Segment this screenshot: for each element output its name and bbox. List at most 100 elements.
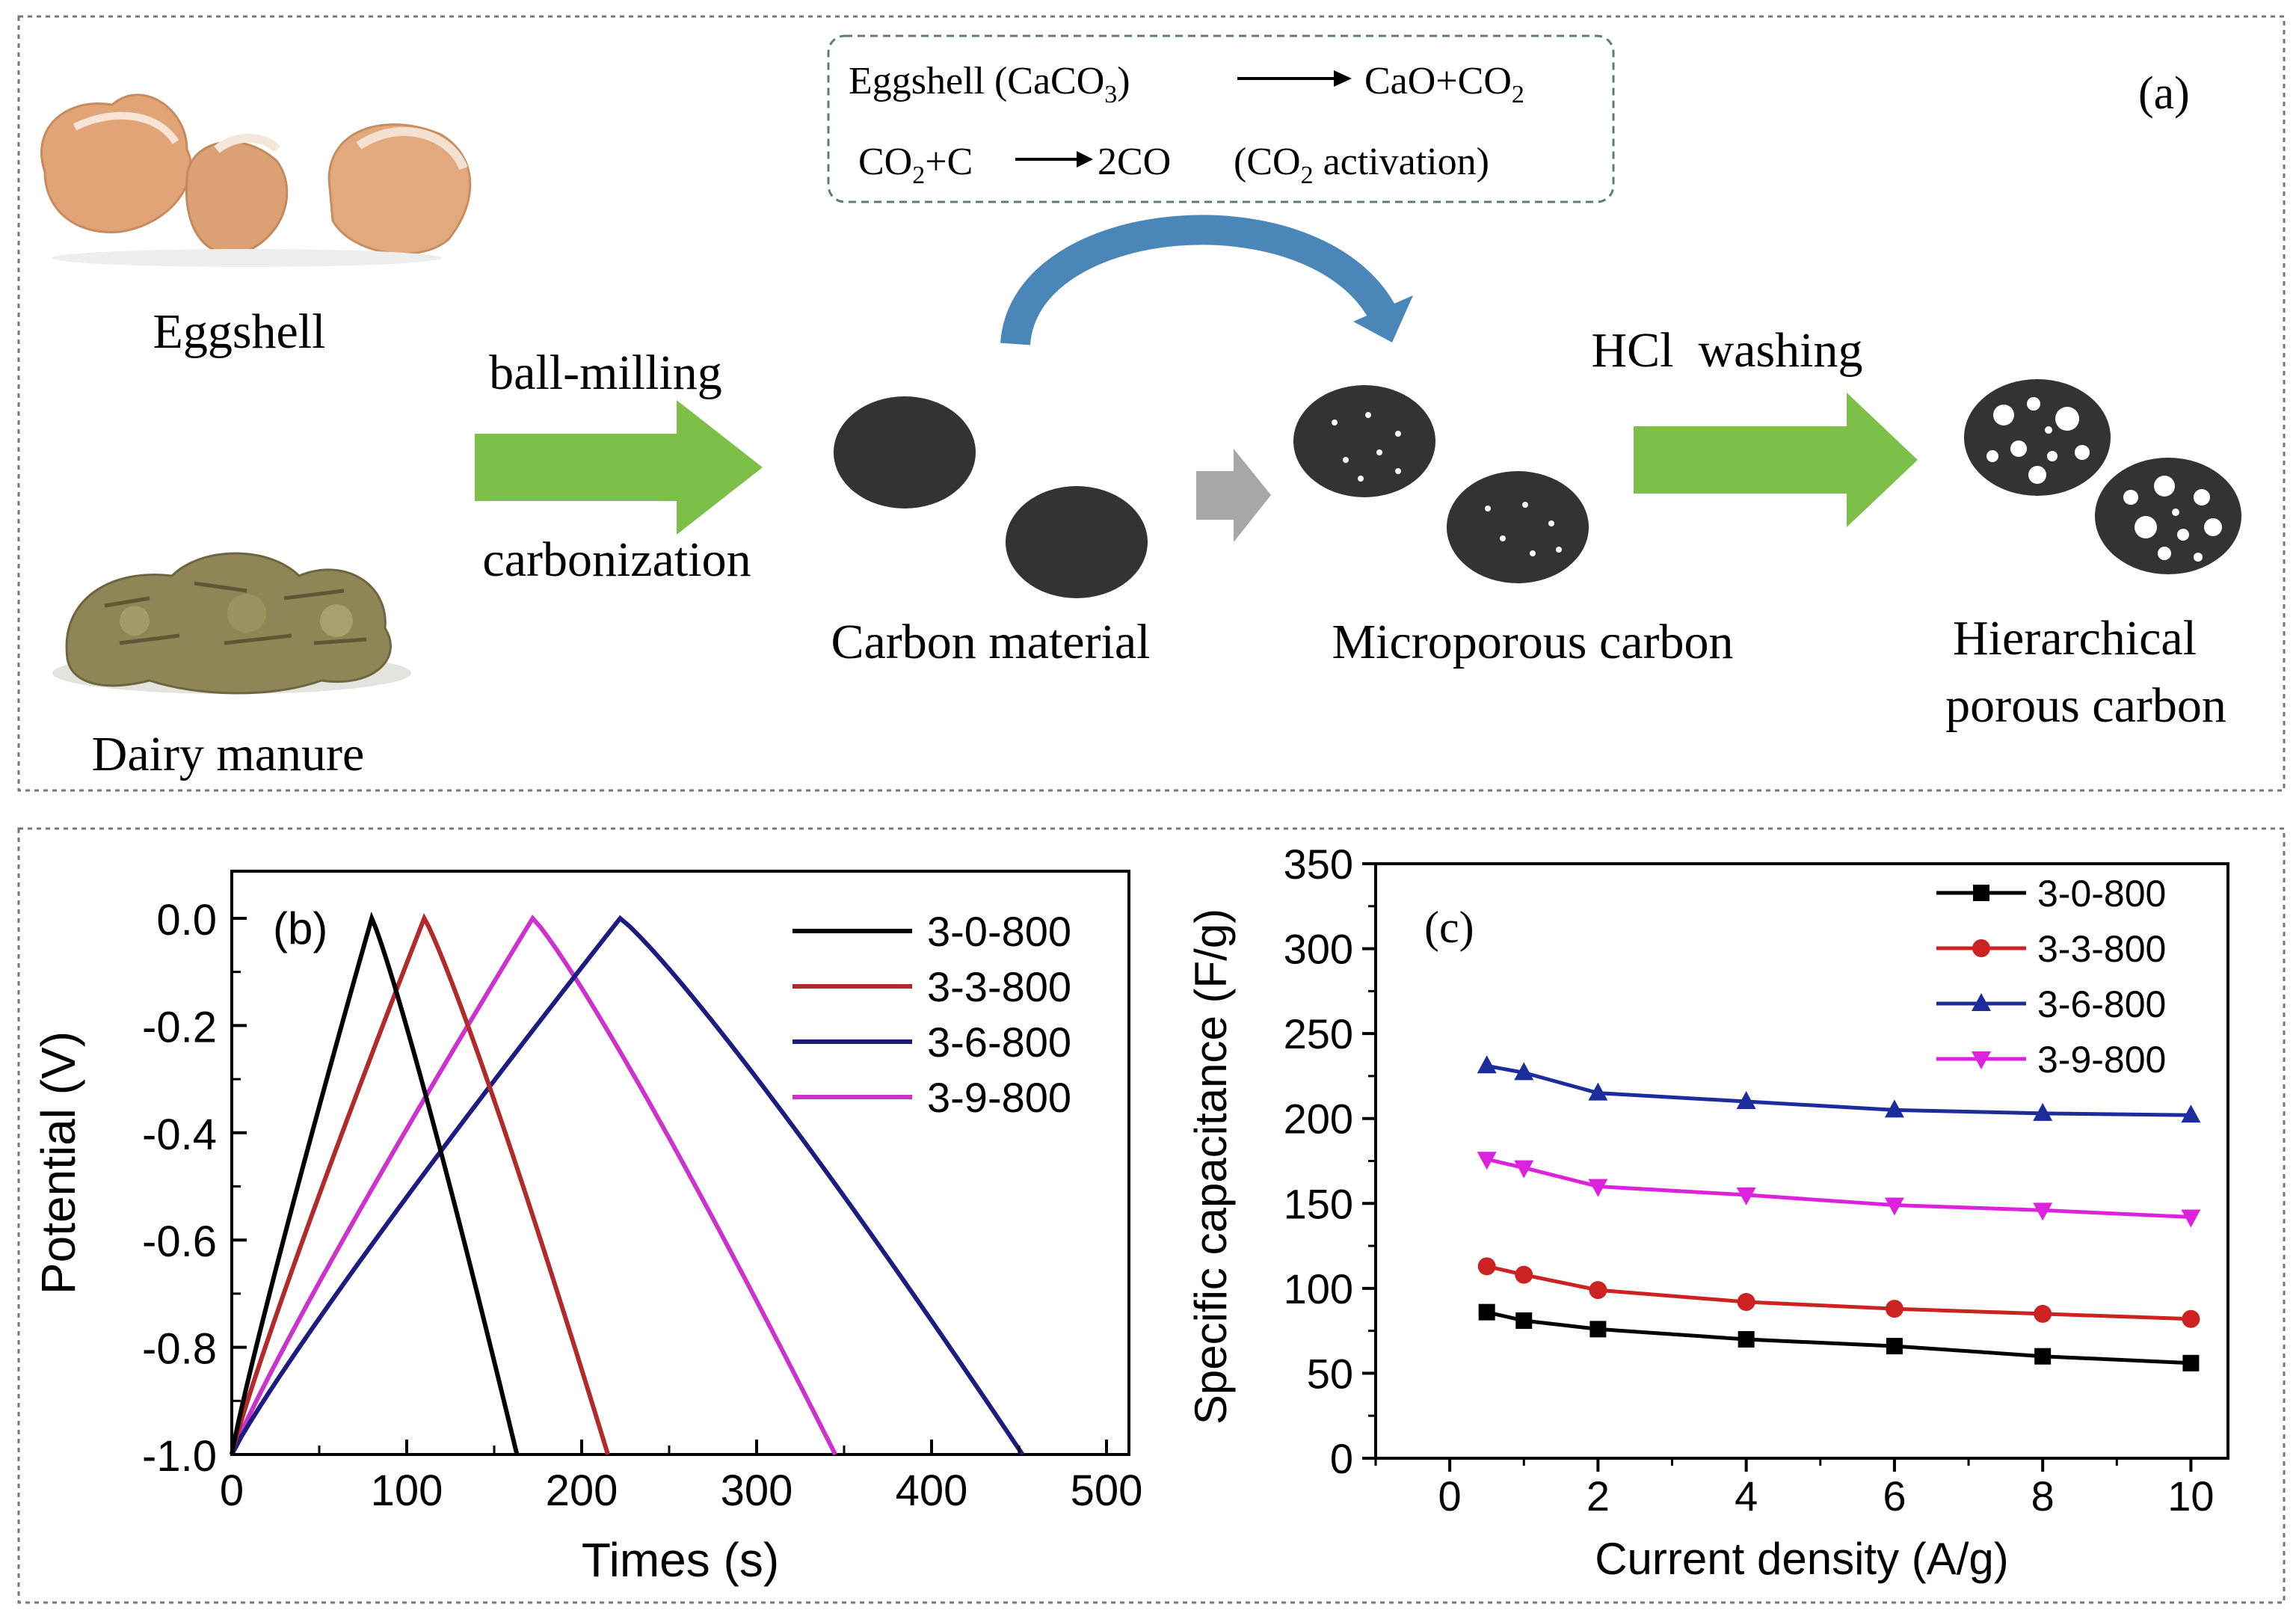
dairy-manure-image — [52, 552, 411, 695]
chart-c-legend-label: 3-3-800 — [2037, 928, 2166, 970]
chart-c-point — [2182, 1309, 2200, 1328]
blue-arrowhead — [1353, 295, 1413, 342]
chart-c-ytick-label: 100 — [1284, 1265, 1353, 1312]
chart-b-legend-label: 3-0-800 — [927, 908, 1071, 955]
chart-c-legend-marker — [1973, 885, 1989, 901]
microporous-carbon-label: Microporous carbon — [1332, 615, 1733, 669]
chart-c-legend-label: 3-9-800 — [2037, 1039, 2166, 1081]
chart-c-point — [1886, 1338, 1903, 1355]
chart-b-ytick-label: -0.8 — [142, 1325, 217, 1374]
chart-c-xlabel: Current density (A/g) — [1595, 1534, 2009, 1584]
chart-c: 0 50 100 150 200 250 300 350 0 2 4 6 8 10 (c) 3-0-80… — [1186, 841, 2229, 1584]
chart-c-series-line — [1486, 1310, 2191, 1366]
chart-b-series-line — [230, 915, 1025, 1456]
microporous-particle — [1447, 471, 1589, 583]
reaction-2-note: (CO2 activation) — [1234, 141, 1489, 189]
chart-c-ytick-label: 250 — [1284, 1010, 1353, 1057]
carbon-particle — [1006, 486, 1148, 598]
reaction-1-product: CaO+CO2 — [1364, 60, 1524, 108]
chart-c-xtick-label: 2 — [1586, 1472, 1610, 1520]
chart-c-point — [1477, 1152, 1497, 1170]
carbon-particle — [834, 396, 976, 509]
chart-c-legend-marker — [1972, 939, 1990, 957]
chart-c-point — [1514, 1062, 1534, 1081]
chart-c-point — [1477, 1257, 1496, 1276]
hierarchical-particle — [2095, 458, 2241, 574]
chart-b-legend-label: 3-9-800 — [927, 1074, 1071, 1121]
chart-c-point — [1736, 1091, 1756, 1109]
chart-c-legend-marker — [1972, 1051, 1991, 1069]
hierarchical-particle — [1964, 379, 2111, 496]
chart-b-xtick-label: 100 — [371, 1466, 443, 1515]
chart-b-ytick-label: 0.0 — [156, 896, 217, 944]
chart-b-xtick-label: 200 — [546, 1466, 618, 1515]
chart-c-ytick-label: 350 — [1284, 841, 1353, 888]
chart-c-point — [1737, 1293, 1755, 1312]
chart-c-xtick-label: 6 — [1883, 1472, 1906, 1520]
chart-c-point — [1515, 1265, 1533, 1284]
chart-c-point — [1884, 1197, 1904, 1216]
panel-bc-frame — [17, 827, 2286, 1604]
chart-c-point — [1884, 1099, 1904, 1118]
chart-c-ytick-label: 200 — [1284, 1096, 1353, 1143]
eggshell-image — [40, 93, 472, 267]
chart-b-series-line — [230, 912, 610, 1455]
chart-b-ytick-label: -0.2 — [142, 1003, 217, 1051]
chart-b-legend-label: 3-3-800 — [927, 963, 1071, 1010]
chart-c-point — [1738, 1331, 1755, 1348]
chart-c-point — [1514, 1160, 1534, 1179]
chart-b-ytick-label: -0.6 — [142, 1217, 217, 1266]
carbonization-label: carbonization — [482, 532, 751, 587]
hcl-washing-label: HCl washing — [1592, 323, 1863, 378]
chart-b-xtick-label: 300 — [721, 1466, 793, 1515]
eggshell-label: Eggshell — [153, 304, 326, 359]
panel-a-label: (a) — [2138, 68, 2190, 119]
chart-c-legend-label: 3-6-800 — [2037, 983, 2166, 1025]
gray-arrow — [1196, 449, 1271, 542]
chart-c-point — [1736, 1187, 1756, 1205]
hierarchical-label-2: porous carbon — [1945, 678, 2226, 733]
reaction-1-arrowhead — [1334, 70, 1352, 87]
blue-curved-arrow — [1000, 215, 1397, 346]
chart-b-xtick-label: 0 — [220, 1466, 244, 1515]
chart-b-xlabel: Times (s) — [582, 1533, 779, 1587]
chart-b-xtick-label: 400 — [896, 1466, 968, 1515]
chart-c-point — [2034, 1348, 2052, 1365]
step-2-arrow — [1634, 393, 1918, 527]
chart-c-point — [1589, 1281, 1607, 1300]
chart-b-panel-label: (b) — [273, 903, 327, 953]
chart-b-legend-label: 3-6-800 — [927, 1019, 1071, 1066]
chart-c-point — [1588, 1082, 1608, 1101]
chart-b-series-line — [230, 911, 520, 1455]
carbon-material-label: Carbon material — [831, 615, 1150, 669]
chart-b-ytick-label: -1.0 — [142, 1432, 217, 1481]
chart-b-ytick-label: -0.4 — [142, 1110, 217, 1159]
chart-c-ytick-label: 150 — [1284, 1180, 1353, 1227]
chart-c-legend-marker — [1972, 993, 1991, 1011]
chart-c-xtick-label: 8 — [2031, 1472, 2055, 1520]
dairy-manure-label: Dairy manure — [92, 727, 365, 781]
chart-c-panel-label: (c) — [1424, 903, 1474, 952]
chart-c-ytick-label: 0 — [1330, 1435, 1353, 1482]
chart-c-legend-label: 3-0-800 — [2037, 873, 2166, 915]
reaction-1: Eggshell (CaCO3) — [849, 60, 1130, 108]
chart-c-point — [2033, 1202, 2053, 1221]
chart-c-ytick-label: 50 — [1307, 1350, 1353, 1397]
chart-c-xtick-label: 10 — [2167, 1472, 2214, 1520]
chart-c-xtick-label: 0 — [1438, 1472, 1462, 1520]
reaction-2: CO2+C — [858, 141, 973, 189]
chart-c-point — [2034, 1304, 2052, 1323]
chart-c-point — [2033, 1102, 2053, 1121]
chart-c-point — [1589, 1321, 1607, 1338]
chart-c-point — [1885, 1300, 1903, 1318]
reaction-2-product: 2CO — [1098, 141, 1171, 183]
chart-c-ytick-label: 300 — [1284, 926, 1353, 973]
hierarchical-label-1: Hierarchical — [1953, 611, 2197, 666]
chart-c-point — [1588, 1179, 1608, 1197]
reaction-2-arrowhead — [1077, 151, 1093, 168]
chart-b-ylabel: Potential (V) — [31, 1031, 85, 1294]
chart-c-point — [2181, 1209, 2201, 1228]
chart-c-point — [2181, 1105, 2201, 1123]
chart-c-ylabel: Specific capacitance (F/g) — [1186, 909, 1236, 1425]
